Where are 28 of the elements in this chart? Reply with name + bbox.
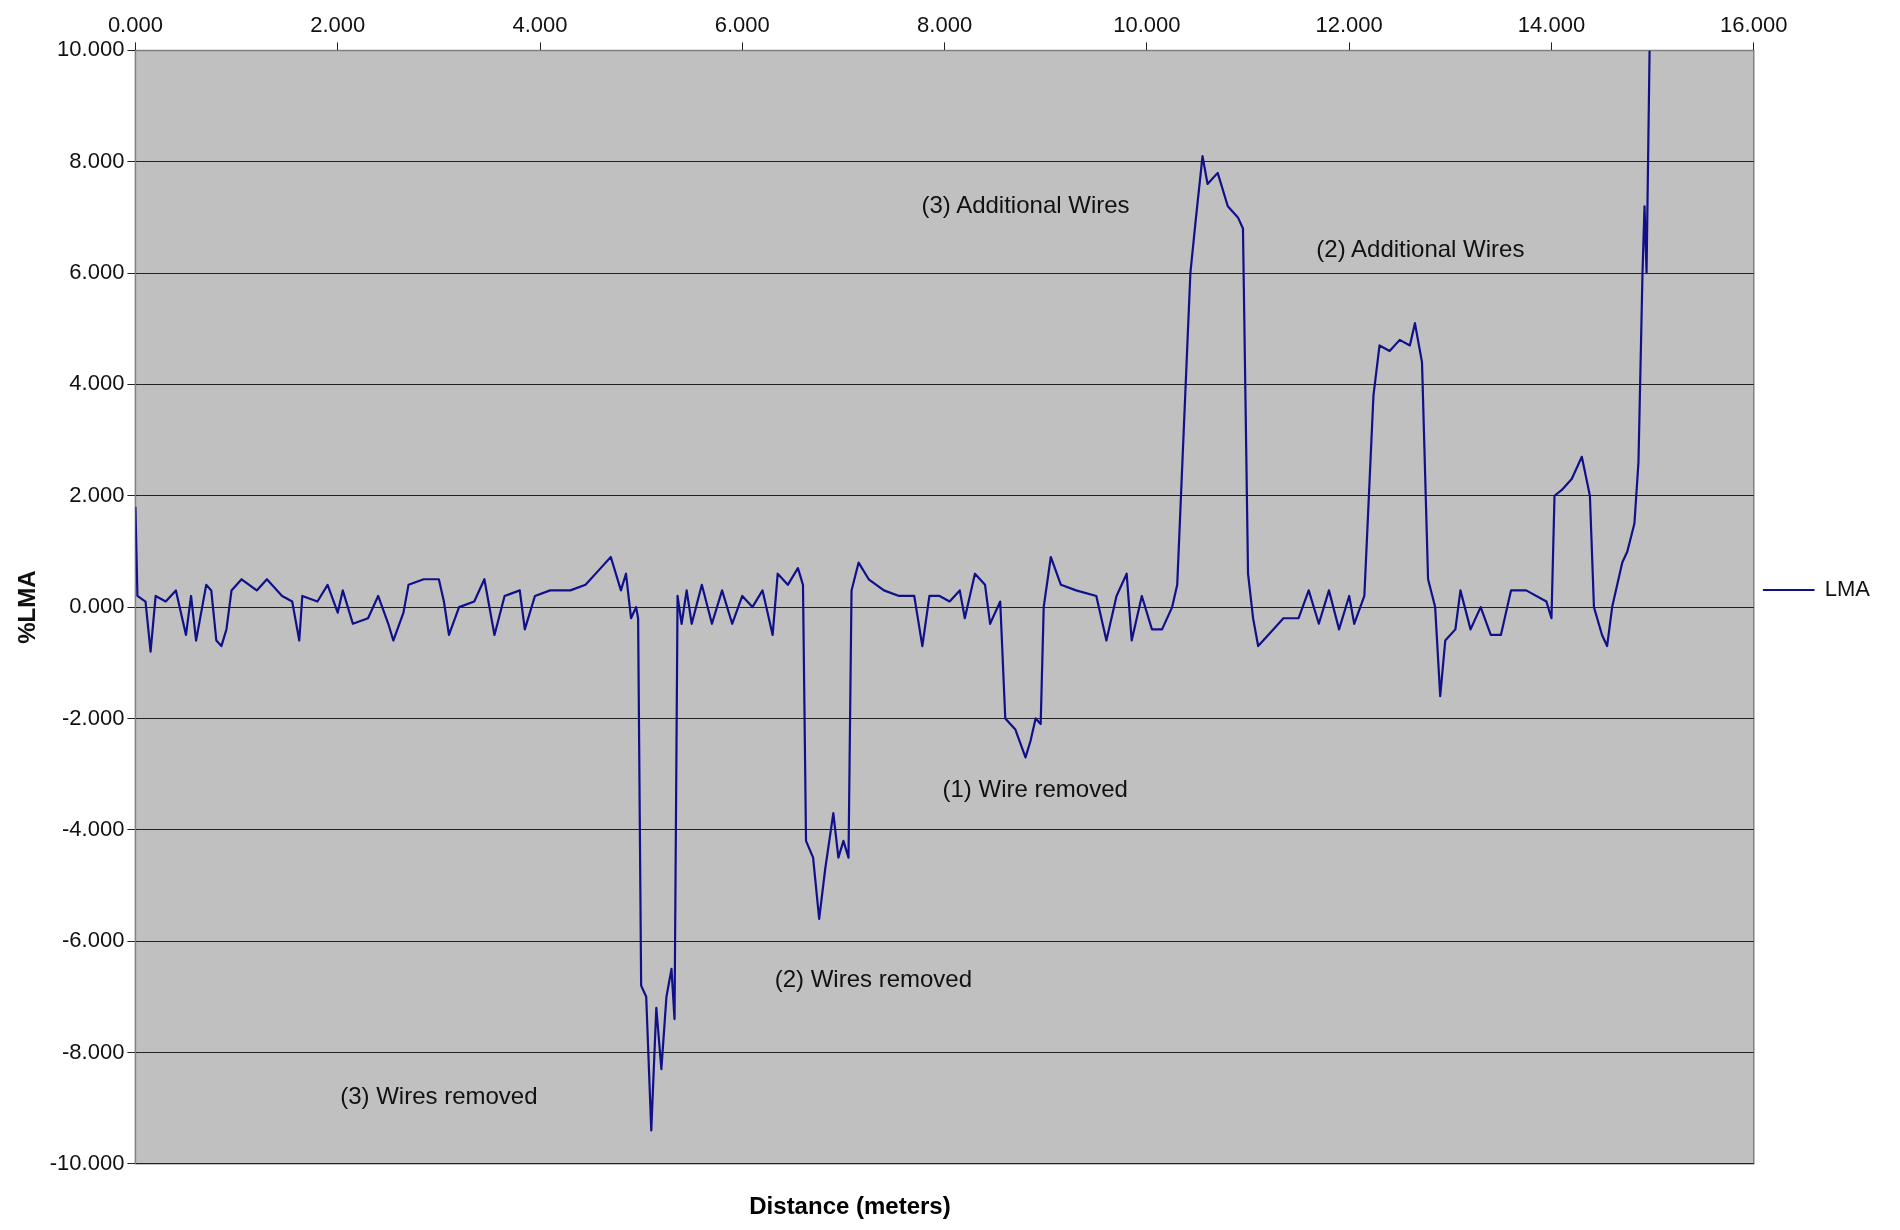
y-tick-label: 0.000 [69,593,125,619]
x-tick-label: 12.000 [1315,12,1383,38]
y-tick-label: -8.000 [62,1038,125,1064]
x-tick-label: 16.000 [1720,12,1788,38]
x-tick-label: 14.000 [1517,12,1586,38]
x-tick-label: 4.000 [512,12,568,38]
annotation: (3) Additional Wires [921,190,1130,218]
y-tick-label: 4.000 [69,370,125,396]
y-tick-label: 10.000 [57,36,125,62]
x-tick-label: 6.000 [714,12,770,38]
legend-label: LMA [1824,576,1871,602]
annotation: (2) Wires removed [774,964,973,992]
y-tick-label: -6.000 [62,927,125,953]
x-axis-title: Distance (meters) [748,1192,952,1220]
y-tick-label: 6.000 [69,259,125,285]
y-tick-label: -2.000 [62,704,125,730]
x-tick-label: 8.000 [917,12,973,38]
y-tick-label: -4.000 [62,815,125,841]
y-tick-label: -10.000 [49,1149,125,1175]
x-tick-label: 0.000 [107,12,163,38]
annotation: (1) Wire removed [942,775,1128,803]
x-tick-label: 10.000 [1113,12,1181,38]
y-tick-label: 8.000 [69,147,125,173]
x-tick-label: 2.000 [310,12,366,38]
y-tick-label: 2.000 [69,481,125,507]
y-axis-title: %LMA [13,570,41,644]
annotation: (3) Wires removed [340,1081,538,1109]
annotation: (2) Additional Wires [1316,235,1525,263]
